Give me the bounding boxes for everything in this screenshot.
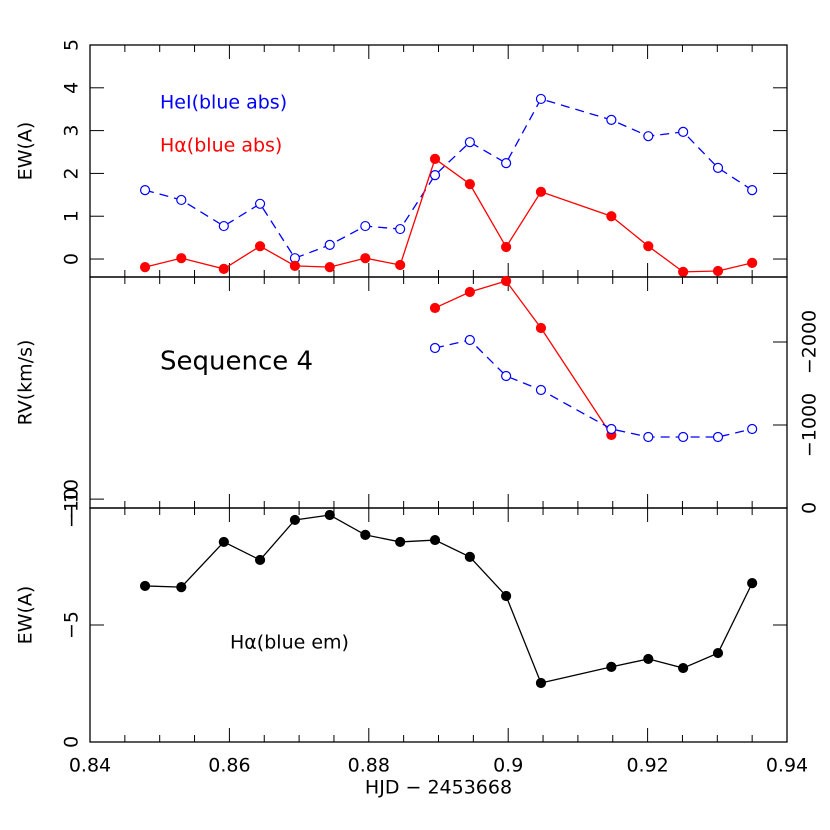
- data-point: [501, 370, 512, 382]
- series-line: [434, 339, 753, 438]
- data-point: [429, 170, 441, 181]
- series-line: [144, 98, 753, 259]
- data-point: [606, 423, 617, 435]
- data-point: [464, 179, 475, 190]
- data-point: [747, 423, 758, 435]
- y-tick-label: 1: [61, 210, 83, 222]
- y2-tick-label: −1000: [799, 393, 821, 457]
- series-line: [434, 280, 612, 436]
- data-point: [218, 536, 229, 548]
- data-point: [176, 194, 187, 206]
- data-point: [535, 322, 547, 334]
- data-point: [139, 185, 151, 196]
- data-point: [712, 431, 724, 443]
- data-point: [464, 286, 475, 298]
- y-tick-label: −10: [61, 488, 83, 528]
- data-point: [535, 186, 547, 197]
- data-point: [254, 198, 266, 209]
- series-line: [145, 514, 753, 684]
- data-point: [176, 253, 187, 264]
- data-point: [360, 220, 371, 232]
- y-tick-label: 4: [61, 82, 83, 94]
- data-point: [429, 302, 441, 314]
- data-point: [678, 126, 689, 137]
- data-point: [501, 590, 512, 602]
- data-point: [176, 581, 187, 593]
- data-point: [429, 342, 441, 354]
- data-point: [501, 275, 512, 287]
- data-point: [678, 431, 689, 443]
- data-point: [218, 220, 229, 232]
- data-point: [606, 114, 617, 126]
- data-point: [395, 223, 406, 235]
- legend-label: Hα(blue abs): [160, 135, 282, 157]
- x-tick-label: 0.94: [766, 755, 808, 777]
- data-point: [501, 241, 512, 253]
- x-axis-label: HJD − 2453668: [365, 777, 512, 799]
- y-tick-label: 0: [61, 736, 83, 748]
- data-point: [324, 239, 335, 250]
- data-point: [535, 677, 547, 689]
- data-point: [501, 158, 512, 169]
- data-point: [678, 662, 689, 674]
- data-point: [464, 551, 475, 563]
- data-point: [429, 153, 441, 164]
- data-point: [139, 262, 151, 273]
- y-tick-label: 0: [61, 253, 83, 265]
- data-point: [464, 334, 475, 346]
- data-point: [712, 162, 724, 173]
- y2-tick-label: 0: [799, 502, 821, 514]
- data-point: [747, 578, 758, 589]
- y2-tick-label: −2000: [799, 310, 821, 374]
- y-axis-label: EW(A): [15, 122, 37, 181]
- annotation: Sequence 4: [160, 347, 313, 377]
- legend-label: Hα(blue em): [230, 632, 349, 654]
- data-point: [254, 554, 266, 566]
- data-point: [643, 431, 654, 443]
- y-tick-label: 3: [61, 125, 83, 137]
- data-point: [643, 653, 654, 665]
- y-tick-label: 2: [61, 167, 83, 179]
- data-point: [395, 259, 406, 271]
- data-point: [139, 580, 151, 592]
- y-axis-label: RV(km/s): [15, 340, 37, 426]
- y-tick-label: 5: [61, 39, 83, 51]
- data-point: [324, 262, 335, 273]
- data-point: [712, 265, 724, 277]
- data-point: [535, 93, 547, 105]
- data-point: [643, 241, 654, 252]
- data-point: [360, 529, 371, 541]
- x-tick-label: 0.84: [69, 755, 111, 777]
- data-point: [643, 131, 654, 142]
- data-point: [606, 211, 617, 222]
- data-point: [747, 257, 758, 268]
- data-point: [289, 514, 301, 526]
- data-point: [606, 661, 617, 672]
- x-tick-label: 0.86: [208, 755, 250, 777]
- data-point: [464, 137, 475, 148]
- data-point: [712, 647, 724, 659]
- legend-label: HeI(blue abs): [160, 92, 287, 114]
- data-point: [678, 266, 689, 277]
- series-line: [144, 157, 753, 273]
- y-tick-label: −5: [61, 611, 83, 639]
- data-point: [535, 384, 547, 396]
- y-tick-label: −10: [61, 479, 83, 519]
- data-point: [218, 263, 229, 274]
- x-tick-label: 0.92: [626, 755, 668, 777]
- data-point: [429, 534, 441, 546]
- data-point: [747, 185, 758, 196]
- data-point: [324, 509, 335, 521]
- data-point: [254, 241, 266, 252]
- y-axis-label: EW(A): [15, 586, 37, 645]
- data-point: [395, 536, 406, 548]
- x-tick-label: 0.88: [348, 755, 390, 777]
- x-tick-label: 0.9: [493, 755, 523, 777]
- data-point: [360, 253, 371, 264]
- data-point: [289, 260, 301, 271]
